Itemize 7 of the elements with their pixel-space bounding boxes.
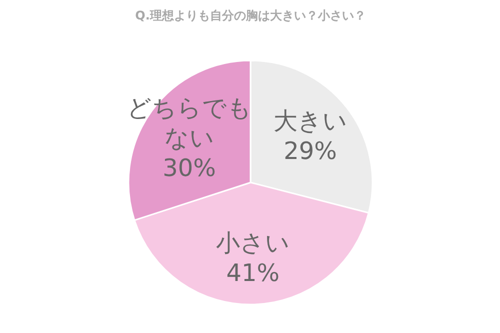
- data-label: 29%: [284, 137, 337, 166]
- slice-label: 小さい: [216, 229, 290, 258]
- slice-label: どちらでもない: [126, 94, 252, 152]
- slice-label: 大きい: [273, 107, 348, 136]
- data-label: 41%: [226, 259, 280, 288]
- chart-title: Q.理想よりも自分の胸は大きい？小さい？: [135, 8, 366, 22]
- data-label: 30%: [162, 154, 216, 182]
